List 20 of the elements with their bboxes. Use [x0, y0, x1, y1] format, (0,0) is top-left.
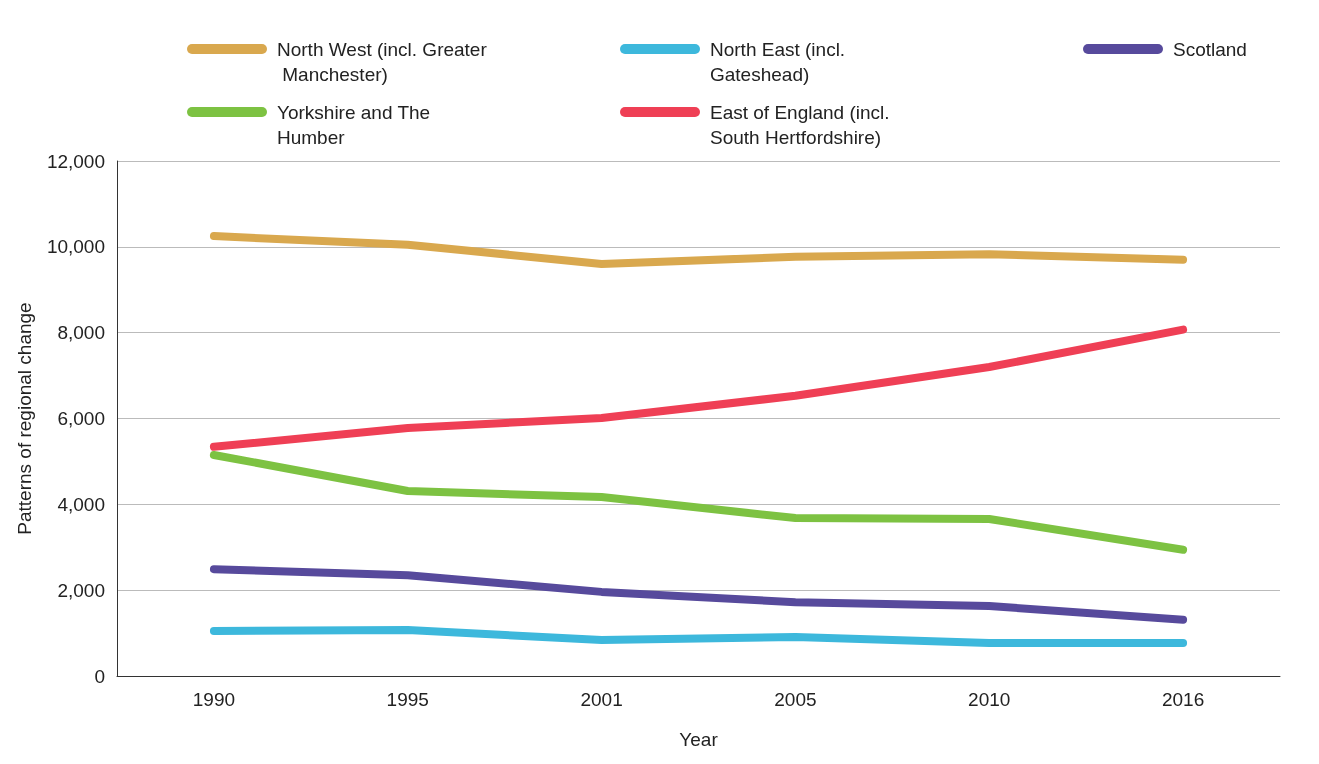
- x-tick-label: 2005: [774, 689, 817, 710]
- legend-label: Scotland: [1173, 39, 1247, 60]
- y-tick-label: 6,000: [57, 408, 105, 429]
- x-tick-label: 2001: [580, 689, 623, 710]
- x-tick-label: 2016: [1161, 689, 1205, 710]
- legend-label: North West (incl. Greater Manchester): [277, 39, 488, 85]
- legend-label: East of England (incl. South Hertfordshire): [710, 102, 895, 148]
- y-tick-label: 8,000: [57, 322, 105, 344]
- x-axis-title: Year: [679, 729, 719, 750]
- x-tick-label: 1990: [192, 689, 236, 710]
- y-tick-label: 0: [94, 665, 105, 687]
- y-tick-label: 12,000: [46, 150, 105, 172]
- y-tick-label: 2,000: [57, 579, 105, 601]
- x-tick-label: 1995: [386, 689, 429, 710]
- y-tick-label: 10,000: [46, 236, 105, 258]
- legend-label: North East (incl. Gateshead): [710, 39, 851, 85]
- y-axis-title: Patterns of regional change: [14, 302, 35, 535]
- y-tick-label: 4,000: [57, 493, 105, 515]
- legend-label: Yorkshire and The Humber: [277, 102, 436, 148]
- x-tick-label: 2010: [968, 689, 1011, 710]
